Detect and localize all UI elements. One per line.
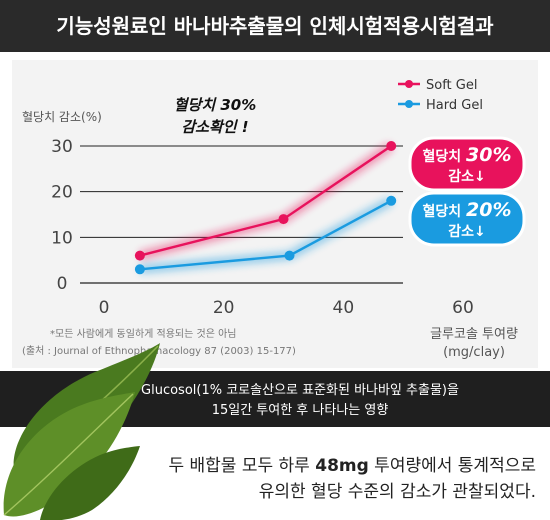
series-line — [139, 145, 392, 257]
data-point — [386, 141, 397, 151]
footnote-line: *모든 사람에게 동일하게 적용되는 것은 아님 — [50, 327, 237, 340]
line-chart: 0 10 20 30 0 20 40 60 혈당치 감소(%) 글루코솔 투여량 (mg/clay)… — [22, 78, 526, 360]
reduction-badge — [408, 191, 526, 247]
header-bar: 기능성원료인 바나바추출물의 인체시험적용시험결과 — [0, 0, 550, 52]
x-tick-label: 0 — [99, 298, 110, 318]
footnote-line: (출처 : Journal of Ethnophamacology 87 (20… — [22, 345, 296, 357]
badge-subtitle: 감소↓ — [448, 223, 486, 240]
x-tick-label: 20 — [213, 298, 235, 318]
series-glow — [139, 196, 394, 274]
conclusion-pre: 두 배합물 모두 하루 — [168, 456, 316, 476]
x-tick-label: 60 — [452, 298, 474, 318]
conclusion-post: 투여량에서 통계적으로 — [368, 456, 536, 476]
y-tick-label: 10 — [51, 228, 73, 248]
x-axis-label: 글루코솔 투여량 — [430, 327, 518, 342]
y-axis-label: 혈당치 감소(%) — [22, 110, 102, 124]
legend-label: Soft Gel — [426, 78, 477, 93]
y-tick-label: 30 — [51, 137, 73, 157]
page-title: 기능성원료인 바나바추출물의 인체시험적용시험결과 — [56, 14, 494, 38]
badge-title: 혈당치 30% — [423, 144, 512, 166]
badge-title: 혈당치 20% — [423, 199, 512, 221]
band-line-2: 15일간 투여한 후 나타나는 영향 — [211, 403, 389, 418]
chart-annotation: 감소확인 ! — [181, 118, 248, 136]
x-axis-label: (mg/clay) — [443, 345, 505, 360]
data-point — [284, 250, 295, 261]
data-point — [386, 195, 397, 206]
legend-label: Hard Gel — [426, 98, 483, 113]
banaba-leaf-image — [3, 343, 161, 520]
data-point — [134, 250, 145, 261]
data-point — [278, 214, 289, 225]
data-point — [134, 264, 145, 275]
x-tick-label: 40 — [333, 298, 355, 318]
band-line-1: Glucosol(1% 코로솔산으로 표준화된 바나바잎 추출물)을 — [141, 383, 459, 398]
conclusion-line-1: 두 배합물 모두 하루 48mg 투여량에서 통계적으로 — [76, 451, 536, 476]
legend-marker — [405, 80, 413, 88]
y-tick-label: 0 — [57, 274, 68, 294]
legend-marker — [405, 100, 413, 108]
conclusion-dose: 48mg — [315, 456, 369, 476]
y-tick-label: 20 — [51, 183, 73, 203]
chart-annotation: 혈당치 30% — [174, 96, 257, 114]
badge-subtitle: 감소↓ — [448, 168, 486, 185]
reduction-badge — [408, 136, 526, 192]
series-glow — [138, 142, 394, 260]
conclusion-line-2: 유의한 혈당 수준의 감소가 관찰되었다. — [258, 482, 536, 502]
